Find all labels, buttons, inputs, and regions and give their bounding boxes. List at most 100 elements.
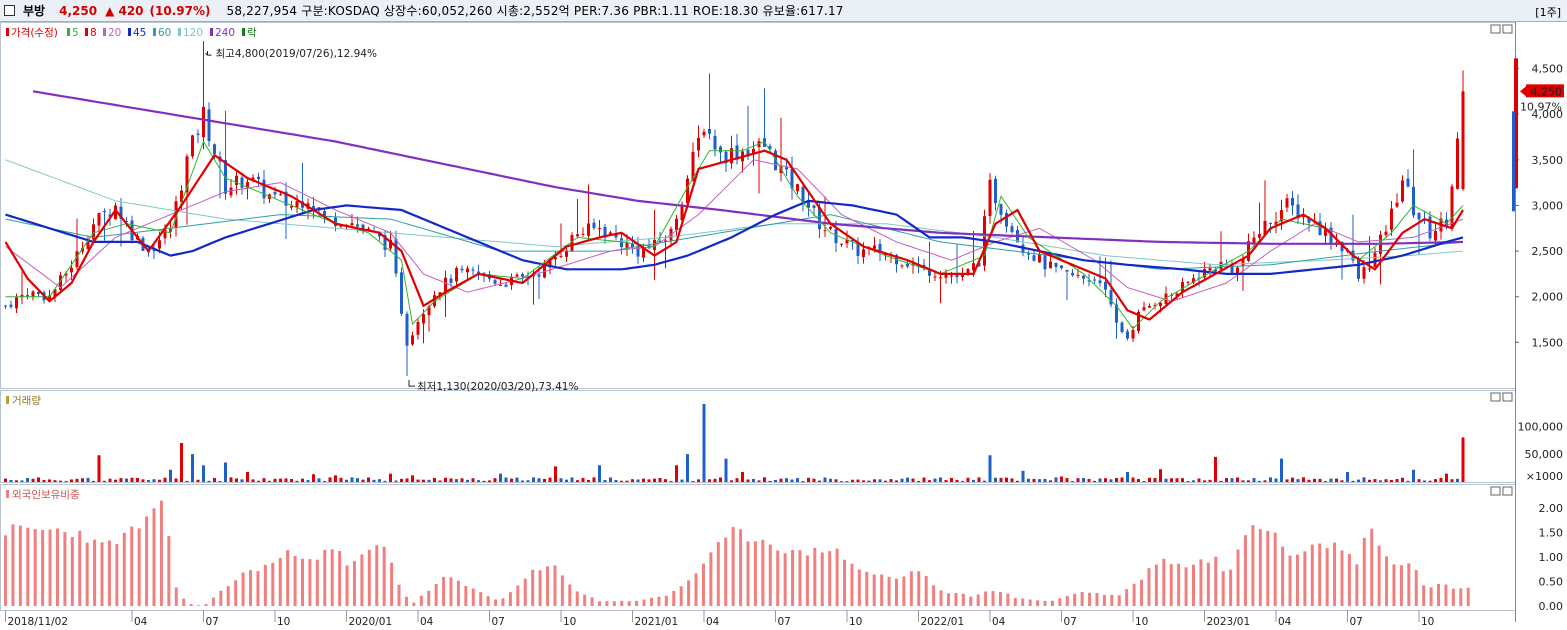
candle-body	[334, 217, 337, 227]
volume-bar	[213, 477, 216, 482]
foreign-bar	[1206, 562, 1210, 606]
foreign-bar	[1050, 600, 1054, 606]
candle-body	[1175, 293, 1179, 297]
x-tick-label: 2020/01	[349, 616, 393, 628]
foreign-bar	[1347, 554, 1351, 606]
foreign-bar	[1110, 594, 1114, 606]
foreign-bar	[1243, 535, 1247, 606]
x-tick-label: 07	[778, 616, 791, 628]
foreign-bar	[78, 530, 82, 606]
volume-bar	[482, 480, 486, 482]
volume-bar	[658, 478, 662, 482]
volume-bar	[350, 477, 354, 482]
ma240-line	[32, 90, 1464, 245]
foreign-bar	[1065, 596, 1069, 606]
foreign-bar	[204, 604, 208, 606]
candle-body	[1291, 197, 1294, 206]
legend-swatch	[128, 28, 131, 36]
foreign-ownership-pane-close-icon	[1502, 486, 1513, 496]
candle-body	[1153, 304, 1157, 306]
foreign-bar	[805, 555, 809, 606]
candle-body	[1032, 255, 1036, 261]
candle-body	[224, 160, 227, 194]
volume-bar	[1203, 480, 1206, 482]
foreign-bar	[1295, 554, 1299, 606]
foreign-bar	[263, 564, 267, 606]
foreign-bar	[330, 549, 334, 606]
volume-bar	[1115, 478, 1118, 482]
volume-bar	[70, 479, 73, 482]
volume-bar	[103, 480, 106, 482]
volume-bar	[1340, 480, 1344, 482]
candle-body	[1318, 221, 1322, 236]
candle-body	[515, 274, 519, 277]
ma45-line	[5, 199, 1464, 275]
volume-bar	[884, 480, 887, 482]
candle-body	[471, 269, 475, 271]
volume-tick-label: 100,000	[1518, 420, 1564, 433]
foreign-bar	[159, 500, 163, 606]
volume-bar	[9, 480, 13, 482]
candle-body	[361, 224, 365, 230]
volume-bar	[746, 479, 750, 482]
volume-bar	[422, 479, 425, 482]
x-tick-label: 10	[563, 616, 576, 628]
foreign-bar	[345, 565, 349, 606]
candle-body	[240, 177, 244, 188]
foreign-bar	[100, 542, 104, 606]
candle-body	[1329, 227, 1333, 243]
candle-body	[801, 187, 805, 204]
foreign-bar	[969, 596, 973, 606]
volume-bar	[317, 478, 321, 482]
volume-bar	[933, 478, 937, 482]
volume-bars	[4, 404, 1465, 483]
candle-body	[1269, 222, 1272, 224]
candle-body	[163, 229, 167, 239]
volume-bar	[1368, 479, 1371, 482]
foreign-bar	[1147, 568, 1151, 606]
foreign-bar	[1340, 550, 1344, 606]
volume-bar	[801, 481, 805, 483]
candle-body	[460, 268, 464, 271]
candle-body	[1109, 290, 1113, 305]
candle-body	[108, 214, 112, 217]
candle-body	[1340, 241, 1344, 252]
candle-body	[9, 304, 13, 307]
volume-bar	[834, 479, 838, 482]
candle-body	[15, 297, 18, 309]
stock-checkbox[interactable]	[4, 5, 15, 16]
volume-pane-close-icon	[1502, 392, 1513, 402]
candle-body	[735, 145, 739, 160]
foreign-bar	[1251, 525, 1255, 606]
volume-bar	[130, 477, 134, 482]
foreign-bar	[456, 580, 460, 606]
foreign-bar	[1399, 565, 1403, 606]
last-price-label: 4,250	[1531, 85, 1563, 98]
volume-bar	[284, 478, 288, 482]
volume-bar	[1230, 478, 1234, 482]
foreign-bar	[1043, 600, 1047, 606]
period-selector[interactable]: [1주]	[1535, 6, 1561, 19]
candle-body	[1263, 220, 1267, 235]
candle-body	[499, 284, 502, 286]
high-annotation: 최고4,800(2019/07/26),12.94%	[216, 48, 377, 60]
volume-bar	[889, 479, 893, 482]
volume-bar	[1384, 479, 1388, 482]
candle-body	[1241, 258, 1245, 267]
volume-bar	[136, 477, 139, 482]
volume-bar	[1005, 477, 1008, 482]
volume-bar	[955, 479, 959, 482]
foreign-bar	[1199, 559, 1203, 606]
volume-bar	[730, 480, 733, 482]
legend-label: 60	[158, 27, 171, 39]
candle-body	[284, 191, 288, 206]
volume-bar	[823, 477, 827, 482]
volume-bar	[664, 479, 667, 482]
candle-body	[944, 274, 948, 278]
candle-body	[631, 243, 634, 248]
volume-bar	[559, 478, 563, 482]
candle-body	[4, 305, 7, 307]
volume-bar	[218, 481, 222, 483]
volume-tick-label: ×1000	[1526, 470, 1563, 483]
candle-body	[845, 239, 849, 244]
